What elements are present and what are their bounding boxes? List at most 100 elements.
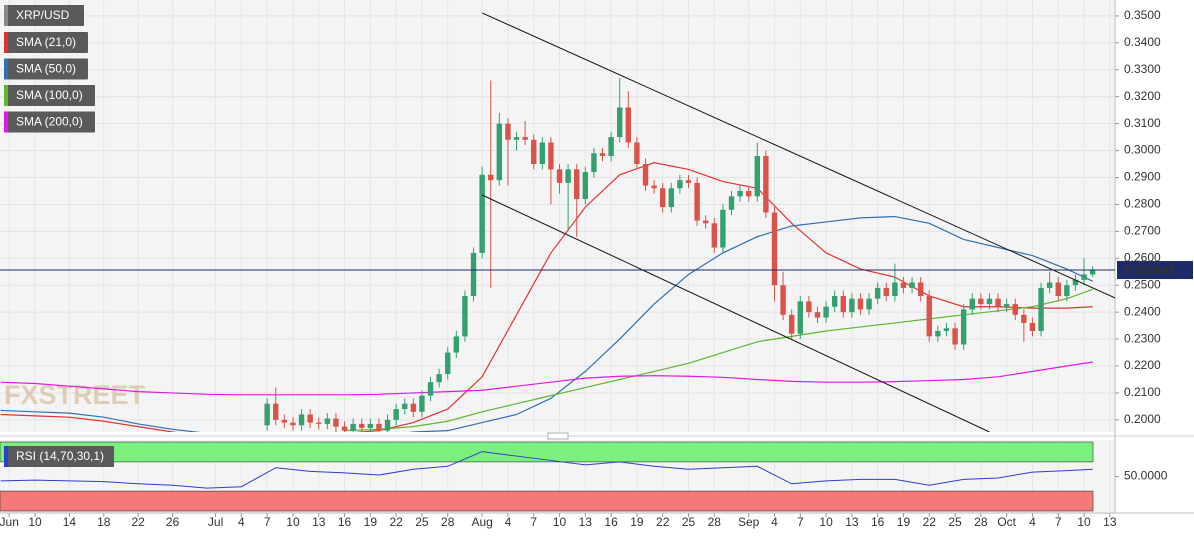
candle-body [917, 282, 924, 296]
price-label: 0.255643 [1125, 263, 1175, 277]
legend-box[interactable] [4, 32, 88, 53]
candle-body [582, 172, 589, 200]
candle-body [1055, 282, 1061, 296]
y-tick-label: 0.3500 [1124, 8, 1161, 22]
candle-body [1038, 287, 1044, 332]
legend-box[interactable] [4, 446, 114, 467]
y-tick-label: 0.2800 [1124, 197, 1161, 211]
x-tick-label: Jul [208, 515, 223, 529]
candle-body [513, 137, 520, 140]
legend-box[interactable] [4, 111, 95, 133]
candle-body [909, 282, 915, 288]
candle-body [1012, 304, 1018, 315]
x-tick-label: 10 [1077, 515, 1091, 529]
y-tick-label: 0.2300 [1124, 331, 1161, 345]
candle-body [831, 295, 838, 307]
y-tick-label: 0.2700 [1124, 224, 1161, 238]
candle-body [952, 328, 958, 345]
candle-body [634, 142, 640, 165]
candle-body [745, 190, 752, 197]
candle-body [333, 418, 339, 427]
candle-body [737, 190, 743, 197]
x-tick-label: 4 [238, 515, 245, 529]
candle-body [883, 287, 889, 296]
candle-body [797, 301, 803, 334]
x-tick-label: 22 [656, 515, 670, 529]
rsi-oversold-band [0, 490, 1094, 512]
candle-body [926, 295, 932, 337]
x-tick-label: 28 [708, 515, 722, 529]
candle-body [393, 409, 399, 420]
axes: 0.2000 0.2100 0.2200 0.2300 0.2400 0.2500 0.26… [0, 8, 1193, 529]
x-tick-label: Sep [738, 515, 760, 529]
x-tick-label: 28 [974, 515, 988, 529]
legend-label: RSI (14,70,30,1) [16, 449, 104, 463]
candle-body [341, 426, 348, 431]
x-tick-label: 25 [948, 515, 962, 529]
candle-body [677, 180, 683, 189]
rsi-tick-label: 50.0000 [1124, 469, 1168, 483]
rsi-overbought-band [0, 441, 1094, 463]
candle-body [470, 252, 477, 296]
candle-body [892, 282, 898, 296]
candle-body [840, 295, 846, 313]
x-tick-label: Jun [0, 515, 19, 529]
candle-body [960, 309, 967, 345]
candle-body [479, 174, 485, 253]
legend-label: XRP/USD [16, 8, 70, 22]
y-tick-label: 0.3400 [1124, 35, 1161, 49]
candle-body [857, 298, 864, 310]
candle-body [943, 328, 950, 332]
legend-box[interactable] [4, 5, 84, 26]
candle-body [548, 142, 554, 170]
candle-body [642, 164, 649, 186]
candle-body [316, 422, 322, 424]
x-tick-label: 13 [845, 515, 859, 529]
x-tick-label: 16 [338, 515, 352, 529]
candle-body [298, 414, 305, 426]
candle-body [900, 282, 907, 288]
candle-body [1064, 285, 1070, 296]
y-tick-label: 0.2600 [1124, 250, 1161, 264]
candle-body [866, 298, 872, 310]
x-tick-label: 19 [630, 515, 644, 529]
candle-body [307, 414, 313, 423]
candle-body [445, 352, 451, 375]
candle-body [324, 418, 331, 424]
candle-body [608, 137, 614, 156]
y-tick-label: 0.2400 [1124, 304, 1161, 318]
legend-box[interactable] [4, 85, 95, 106]
x-tick-label: 7 [264, 515, 271, 529]
x-tick-label: 16 [871, 515, 885, 529]
candle-body [574, 169, 580, 200]
watermark: FXSTREET [4, 380, 146, 410]
candle-body [436, 374, 442, 383]
x-tick-label: 4 [505, 515, 512, 529]
pane-handle[interactable] [547, 432, 569, 440]
candle-body [496, 123, 503, 181]
candle-body [685, 180, 692, 183]
candle-body [763, 155, 769, 213]
candle-body [711, 223, 717, 248]
candle-body [462, 295, 468, 337]
main-pane [0, 12, 1115, 432]
price-tag [1117, 261, 1193, 280]
legend-label: SMA (50,0) [16, 62, 76, 76]
candle-body [978, 298, 984, 305]
x-tick-label: 10 [28, 515, 42, 529]
candle-body [771, 212, 778, 286]
candle-body [1072, 279, 1079, 286]
candle-body [754, 155, 760, 197]
x-tick-label: 10 [819, 515, 833, 529]
y-tick-label: 0.3100 [1124, 116, 1161, 130]
y-tick-label: 0.2200 [1124, 358, 1161, 372]
sma-line [344, 288, 1093, 432]
candle-body [1003, 304, 1010, 307]
y-tick-label: 0.2900 [1124, 170, 1161, 184]
trend-line [481, 12, 1115, 299]
legend-box[interactable] [4, 58, 88, 80]
candle-body [1029, 322, 1036, 332]
candle-body [823, 306, 829, 318]
x-tick-label: 22 [389, 515, 403, 529]
